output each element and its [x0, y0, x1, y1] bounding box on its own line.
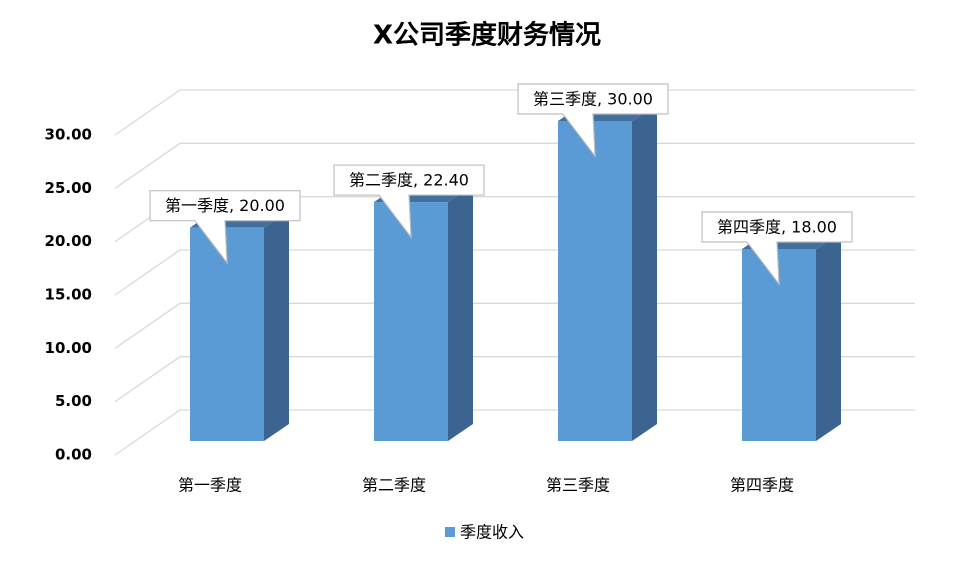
- grid-line: [114, 249, 915, 296]
- x-tick-label: 第一季度: [178, 476, 242, 495]
- data-label-box: [517, 83, 669, 158]
- y-tick-label: 0.00: [55, 446, 92, 464]
- data-label-box: [701, 211, 853, 286]
- data-label: 第二季度, 22.40: [349, 171, 469, 190]
- data-label: 第一季度, 20.00: [165, 196, 285, 215]
- y-tick-label: 20.00: [45, 232, 92, 250]
- grid-line: [114, 302, 915, 349]
- bar: [190, 210, 289, 441]
- bar: [742, 232, 841, 441]
- data-label: 第四季度, 18.00: [717, 218, 837, 237]
- chart-title: X公司季度财务情况: [373, 20, 601, 51]
- grid-line: [114, 89, 915, 136]
- bar-front: [558, 121, 632, 441]
- bar: [374, 185, 473, 441]
- legend-label: 季度收入: [460, 523, 524, 542]
- x-tick-label: 第三季度: [546, 476, 610, 495]
- bar-side: [632, 104, 657, 441]
- grid-line: [114, 409, 915, 456]
- y-tick-label: 10.00: [45, 339, 92, 357]
- x-tick-label: 第四季度: [730, 476, 794, 495]
- grid-line: [114, 356, 915, 403]
- y-tick-label: 15.00: [45, 286, 92, 304]
- bar-side: [264, 210, 289, 441]
- x-tick-label: 第二季度: [362, 476, 426, 495]
- data-label: 第三季度, 30.00: [533, 90, 653, 109]
- bar-side: [816, 232, 841, 441]
- y-tick-label: 5.00: [55, 392, 92, 410]
- grid-line: [114, 142, 915, 189]
- legend-swatch: [445, 527, 455, 537]
- bar-front: [374, 202, 448, 441]
- data-label-box: [149, 190, 301, 265]
- data-label-box: [333, 164, 485, 239]
- bar-side: [448, 185, 473, 441]
- y-tick-label: 30.00: [45, 126, 92, 144]
- y-tick-label: 25.00: [45, 179, 92, 197]
- bar: [558, 104, 657, 441]
